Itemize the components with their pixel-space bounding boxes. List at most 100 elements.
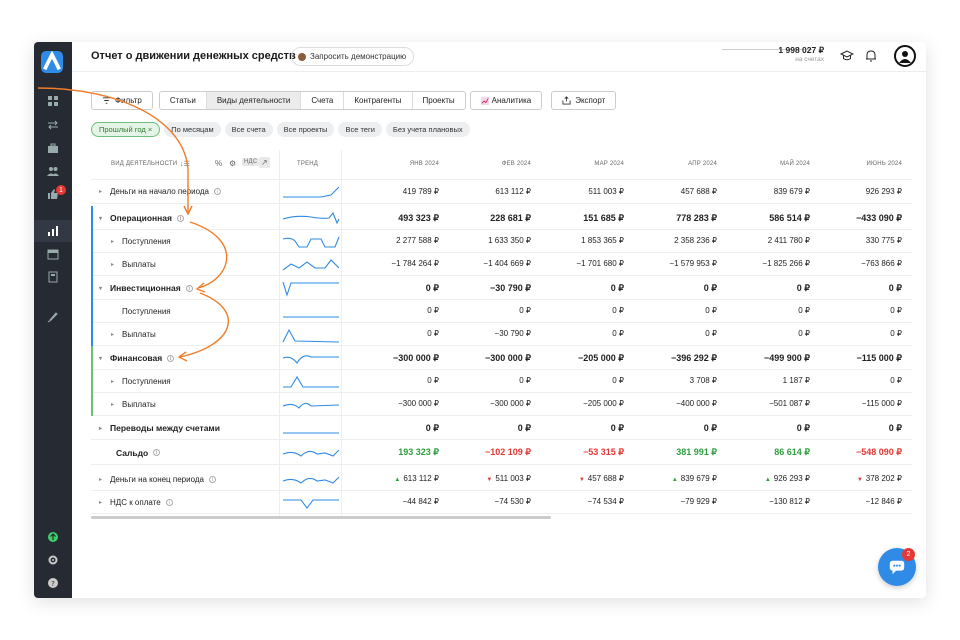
expand-chevron-icon[interactable]: ▸ — [111, 261, 115, 268]
table-cell[interactable]: ▼ 511 003 ₽ — [441, 474, 531, 483]
table-cell[interactable]: 0 ₽ — [534, 283, 624, 294]
expand-chevron-icon[interactable]: ▸ — [99, 499, 103, 506]
table-cell[interactable]: 0 ₽ — [720, 423, 810, 434]
reports-icon[interactable] — [43, 222, 63, 240]
table-cell[interactable]: 0 ₽ — [349, 329, 439, 338]
table-cell[interactable]: −1 784 264 ₽ — [349, 259, 439, 268]
table-cell[interactable]: −501 087 ₽ — [720, 399, 810, 408]
table-cell[interactable]: 0 ₽ — [534, 306, 624, 315]
table-cell[interactable]: 0 ₽ — [349, 306, 439, 315]
table-row[interactable]: ▸ Деньги на конец периода i ▲ 613 112 ₽ ▼ 511 … — [91, 468, 912, 491]
info-icon[interactable]: i — [185, 284, 193, 292]
info-icon[interactable]: i — [213, 188, 221, 195]
table-cell[interactable]: ▼ 457 688 ₽ — [534, 474, 624, 483]
table-cell[interactable]: −300 000 ₽ — [349, 353, 439, 364]
table-cell[interactable]: 0 ₽ — [812, 306, 902, 315]
table-cell[interactable]: 0 ₽ — [349, 376, 439, 385]
table-cell[interactable]: 0 ₽ — [812, 423, 902, 434]
table-cell[interactable]: −1 579 953 ₽ — [627, 259, 717, 268]
filter-button[interactable]: Фильтр — [91, 91, 153, 110]
expand-chevron-icon[interactable]: ▾ — [99, 355, 103, 362]
table-cell[interactable]: 0 ₽ — [441, 376, 531, 385]
table-cell[interactable]: 0 ₽ — [627, 306, 717, 315]
table-cell[interactable]: 839 679 ₽ — [720, 187, 810, 196]
currency-icon[interactable]: ⚙ — [229, 159, 237, 168]
expand-chevron-icon[interactable]: ▾ — [99, 285, 103, 292]
table-cell[interactable]: −79 929 ₽ — [627, 497, 717, 506]
table-cell[interactable]: −396 292 ₽ — [627, 353, 717, 364]
table-cell[interactable]: −499 900 ₽ — [720, 353, 810, 364]
table-cell[interactable]: −433 090 ₽ — [812, 213, 902, 224]
table-cell[interactable]: 1 633 350 ₽ — [441, 236, 531, 245]
horizontal-scrollbar[interactable] — [91, 516, 551, 519]
tab-articles[interactable]: Статьи — [159, 92, 207, 109]
table-cell[interactable]: 381 991 ₽ — [627, 447, 717, 458]
table-row[interactable]: ▸ Переводы между счетами 0 ₽ 0 ₽ 0 ₽ 0 ₽ 0 ₽ 0 … — [91, 416, 912, 440]
graduation-cap-icon[interactable] — [840, 49, 854, 63]
tab-projects[interactable]: Проекты — [412, 92, 465, 109]
request-demo-button[interactable]: Запросить демонстрацию — [291, 47, 415, 66]
table-row[interactable]: Сальдо i 193 323 ₽ −102 109 ₽ −53 315 ₽ 381 9… — [91, 440, 912, 465]
table-cell[interactable]: 0 ₽ — [441, 306, 531, 315]
calculator-icon[interactable] — [43, 268, 63, 286]
table-cell[interactable]: ▲ 839 679 ₽ — [627, 474, 717, 483]
expand-chevron-icon[interactable]: ▸ — [111, 238, 115, 245]
table-cell[interactable]: −400 000 ₽ — [627, 399, 717, 408]
table-cell[interactable]: −102 109 ₽ — [441, 447, 531, 458]
table-row[interactable]: ▸ Поступления 2 277 588 ₽ 1 633 350 ₽ 1 853 … — [91, 230, 912, 253]
table-cell[interactable]: 0 ₽ — [534, 376, 624, 385]
settings-gear-icon[interactable] — [43, 551, 63, 569]
app-logo[interactable] — [41, 51, 63, 73]
table-cell[interactable]: 926 293 ₽ — [812, 187, 902, 196]
table-cell[interactable]: 0 ₽ — [720, 306, 810, 315]
table-cell[interactable]: −1 701 680 ₽ — [534, 259, 624, 268]
expand-chevron-icon[interactable]: ▸ — [99, 425, 103, 432]
column-header-type[interactable]: ВИД ДЕЯТЕЛЬНОСТИ — [111, 161, 178, 167]
table-cell[interactable]: 0 ₽ — [349, 283, 439, 294]
chip-by-months[interactable]: По месяцам — [164, 122, 221, 137]
expand-chevron-icon[interactable]: ▸ — [111, 378, 115, 385]
table-cell[interactable]: −44 842 ₽ — [349, 497, 439, 506]
table-cell[interactable]: 0 ₽ — [812, 329, 902, 338]
table-cell[interactable]: −130 812 ₽ — [720, 497, 810, 506]
table-cell[interactable]: −1 825 266 ₽ — [720, 259, 810, 268]
table-cell[interactable]: 228 681 ₽ — [441, 213, 531, 224]
table-cell[interactable]: ▲ 613 112 ₽ — [349, 474, 439, 483]
export-button[interactable]: Экспорт — [551, 91, 617, 110]
chip-all-accounts[interactable]: Все счета — [224, 122, 273, 137]
table-row[interactable]: ▾ Инвестиционная i 0 ₽ −30 790 ₽ 0 ₽ 0 ₽ 0 ₽ 0 ₽ — [91, 276, 912, 300]
expand-chevron-icon[interactable]: ▸ — [99, 476, 103, 483]
dashboard-icon[interactable] — [43, 92, 63, 110]
table-cell[interactable]: −1 404 669 ₽ — [441, 259, 531, 268]
table-cell[interactable]: 511 003 ₽ — [534, 187, 624, 196]
table-cell[interactable]: 1 187 ₽ — [720, 376, 810, 385]
table-cell[interactable]: −300 000 ₽ — [349, 399, 439, 408]
table-row[interactable]: ▸ Деньги на начало периода i 419 789 ₽ 613 1… — [91, 180, 912, 204]
rocket-icon[interactable] — [43, 308, 63, 326]
table-row[interactable]: ▸ Выплаты −1 784 264 ₽ −1 404 669 ₽ −1 701 6… — [91, 253, 912, 276]
table-cell[interactable]: −300 000 ₽ — [441, 353, 531, 364]
table-row[interactable]: ▸ Выплаты 0 ₽ −30 790 ₽ 0 ₽ 0 ₽ 0 ₽ 0 ₽ — [91, 323, 912, 346]
table-cell[interactable]: −30 790 ₽ — [441, 283, 531, 294]
table-cell[interactable]: −12 846 ₽ — [812, 497, 902, 506]
table-cell[interactable]: 0 ₽ — [720, 329, 810, 338]
expand-chevron-icon[interactable]: ▸ — [111, 401, 115, 408]
expand-chevron-icon[interactable]: ▾ — [99, 215, 103, 222]
table-cell[interactable]: 151 685 ₽ — [534, 213, 624, 224]
table-row[interactable]: Поступления 0 ₽ 0 ₽ 0 ₽ 0 ₽ 0 ₽ 0 ₽ — [91, 300, 912, 323]
chip-last-year[interactable]: Прошлый год × — [91, 122, 161, 137]
user-avatar[interactable] — [894, 45, 916, 67]
transfer-icon[interactable] — [43, 116, 63, 134]
expand-chevron-icon[interactable]: ▸ — [99, 189, 103, 195]
tab-analytics[interactable]: Аналитика — [470, 92, 542, 109]
percent-icon[interactable]: % — [215, 159, 223, 168]
chip-all-projects[interactable]: Все проекты — [276, 122, 335, 137]
table-row[interactable]: ▸ Выплаты −300 000 ₽ −300 000 ₽ −205 000 ₽ −4… — [91, 393, 912, 416]
table-cell[interactable]: 0 ₽ — [534, 329, 624, 338]
table-cell[interactable]: −205 000 ₽ — [534, 399, 624, 408]
sort-icon[interactable]: ↓☰ — [180, 161, 191, 168]
table-cell[interactable]: 0 ₽ — [720, 283, 810, 294]
table-cell[interactable]: 0 ₽ — [627, 423, 717, 434]
table-cell[interactable]: −300 000 ₽ — [441, 399, 531, 408]
table-cell[interactable]: 0 ₽ — [627, 283, 717, 294]
